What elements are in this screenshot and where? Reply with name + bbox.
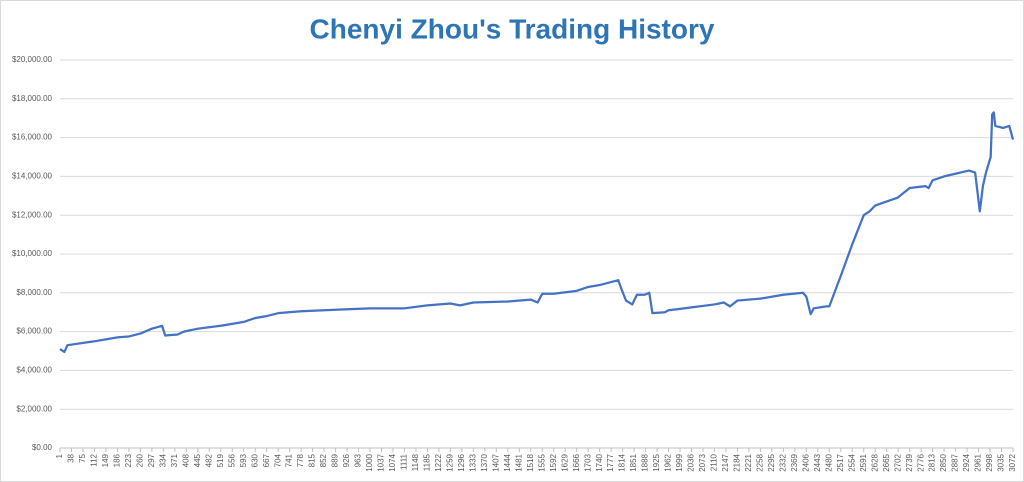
- x-tick-label: 1888: [641, 453, 650, 471]
- y-tick-label: $8,000.00: [16, 288, 52, 297]
- x-tick-label: 2702: [893, 453, 902, 471]
- y-tick-label: $18,000.00: [12, 94, 53, 103]
- x-tick-label: 112: [90, 453, 99, 466]
- x-tick-label: 408: [181, 453, 190, 467]
- x-tick-label: 1037: [377, 453, 386, 471]
- y-tick-label: $0.00: [32, 443, 53, 452]
- x-tick-label: 2850: [939, 453, 948, 471]
- x-tick-label: 1222: [434, 453, 443, 471]
- y-tick-label: $20,000.00: [12, 55, 53, 64]
- x-tick-label: 630: [250, 453, 259, 467]
- x-tick-label: 963: [354, 453, 363, 467]
- x-tick-label: 1333: [468, 453, 477, 471]
- x-tick-label: 778: [296, 453, 305, 467]
- x-tick-label: 889: [331, 453, 340, 467]
- x-tick-label: 38: [67, 453, 76, 462]
- x-tick-label: 1629: [560, 453, 569, 471]
- x-tick-label: 2406: [801, 453, 810, 471]
- x-tick-label: 1481: [514, 453, 523, 471]
- x-tick-label: 297: [147, 453, 156, 467]
- y-tick-label: $4,000.00: [16, 366, 52, 375]
- x-tick-label: 704: [273, 453, 282, 467]
- x-tick-label: 2739: [905, 453, 914, 471]
- x-tick-label: 2998: [985, 453, 994, 471]
- x-tick-label: 556: [227, 453, 236, 467]
- x-tick-label: 1518: [526, 453, 535, 471]
- x-tick-label: 1555: [537, 453, 546, 471]
- y-tick-label: $10,000.00: [12, 249, 53, 258]
- y-tick-label: $2,000.00: [16, 404, 52, 413]
- x-tick-label: 2924: [962, 453, 971, 471]
- x-tick-label: 926: [342, 453, 351, 467]
- x-tick-label: 852: [319, 453, 328, 467]
- x-tick-label: 223: [124, 453, 133, 467]
- x-tick-label: 1777: [606, 453, 615, 471]
- x-tick-label: 3035: [997, 453, 1006, 471]
- x-tick-label: 1592: [549, 453, 558, 471]
- x-tick-label: 519: [216, 453, 225, 467]
- x-tick-label: 1666: [572, 453, 581, 471]
- x-tick-label: 334: [158, 453, 167, 467]
- x-tick-label: 2258: [756, 453, 765, 471]
- y-tick-label: $16,000.00: [12, 133, 53, 142]
- x-tick-label: 1185: [423, 453, 432, 471]
- x-tick-label: 2332: [778, 453, 787, 471]
- x-tick-label: 1407: [491, 453, 500, 471]
- x-tick-label: 1925: [652, 453, 661, 471]
- x-tick-label: 815: [308, 453, 317, 467]
- x-tick-label: 2480: [824, 453, 833, 471]
- x-tick-label: 371: [170, 453, 179, 467]
- data-line: [59, 111, 1015, 354]
- x-tick-label: 1740: [595, 453, 604, 471]
- x-tick-label: 2110: [710, 453, 719, 471]
- x-tick-label: 1: [55, 453, 64, 458]
- x-tick-label: 593: [239, 453, 248, 467]
- x-tick-label: 445: [193, 453, 202, 467]
- x-tick-label: 667: [262, 453, 271, 467]
- x-tick-label: 149: [101, 453, 110, 467]
- x-tick-label: 1703: [583, 453, 592, 471]
- x-tick-label: 2887: [951, 453, 960, 471]
- x-tick-label: 741: [285, 453, 294, 467]
- x-tick-label: 1851: [629, 453, 638, 471]
- x-tick-label: 1444: [503, 453, 512, 471]
- x-tick-label: 2147: [721, 453, 730, 471]
- x-tick-label: 1000: [365, 453, 374, 471]
- x-tick-label: 2628: [870, 453, 879, 471]
- x-tick-label: 2036: [687, 453, 696, 471]
- y-tick-label: $6,000.00: [16, 327, 52, 336]
- x-tick-label: 1962: [664, 453, 673, 471]
- x-tick-label: 260: [135, 453, 144, 467]
- x-tick-label: 2221: [744, 453, 753, 471]
- x-tick-label: 1148: [411, 453, 420, 471]
- x-tick-label: 3072: [1008, 453, 1017, 471]
- x-tick-label: 2073: [698, 453, 707, 471]
- x-tick-label: 1111: [400, 453, 409, 470]
- x-tick-label: 75: [78, 453, 87, 462]
- x-tick-label: 1074: [388, 453, 397, 471]
- x-tick-label: 2369: [790, 453, 799, 471]
- x-tick-label: 1814: [618, 453, 627, 471]
- x-tick-label: 482: [204, 453, 213, 467]
- x-tick-label: 2184: [733, 453, 742, 471]
- x-tick-label: 1370: [480, 453, 489, 471]
- x-tick-label: 2554: [847, 453, 856, 471]
- chart-title: Chenyi Zhou's Trading History: [310, 13, 715, 44]
- x-tick-label: 2295: [767, 453, 776, 471]
- x-tick-label: 1999: [675, 453, 684, 471]
- y-tick-label: $14,000.00: [12, 172, 53, 181]
- x-tick-label: 2665: [882, 453, 891, 471]
- x-tick-label: 1259: [445, 453, 454, 471]
- x-tick-label: 2961: [974, 453, 983, 471]
- x-tick-label: 1296: [457, 453, 466, 471]
- x-tick-label: 186: [113, 453, 122, 467]
- x-tick-label: 2776: [916, 453, 925, 471]
- x-tick-label: 2591: [859, 453, 868, 471]
- x-tick-label: 2813: [928, 453, 937, 471]
- x-tick-label: 2517: [836, 453, 845, 471]
- x-tick-label: 2443: [813, 453, 822, 471]
- y-tick-label: $12,000.00: [12, 210, 53, 219]
